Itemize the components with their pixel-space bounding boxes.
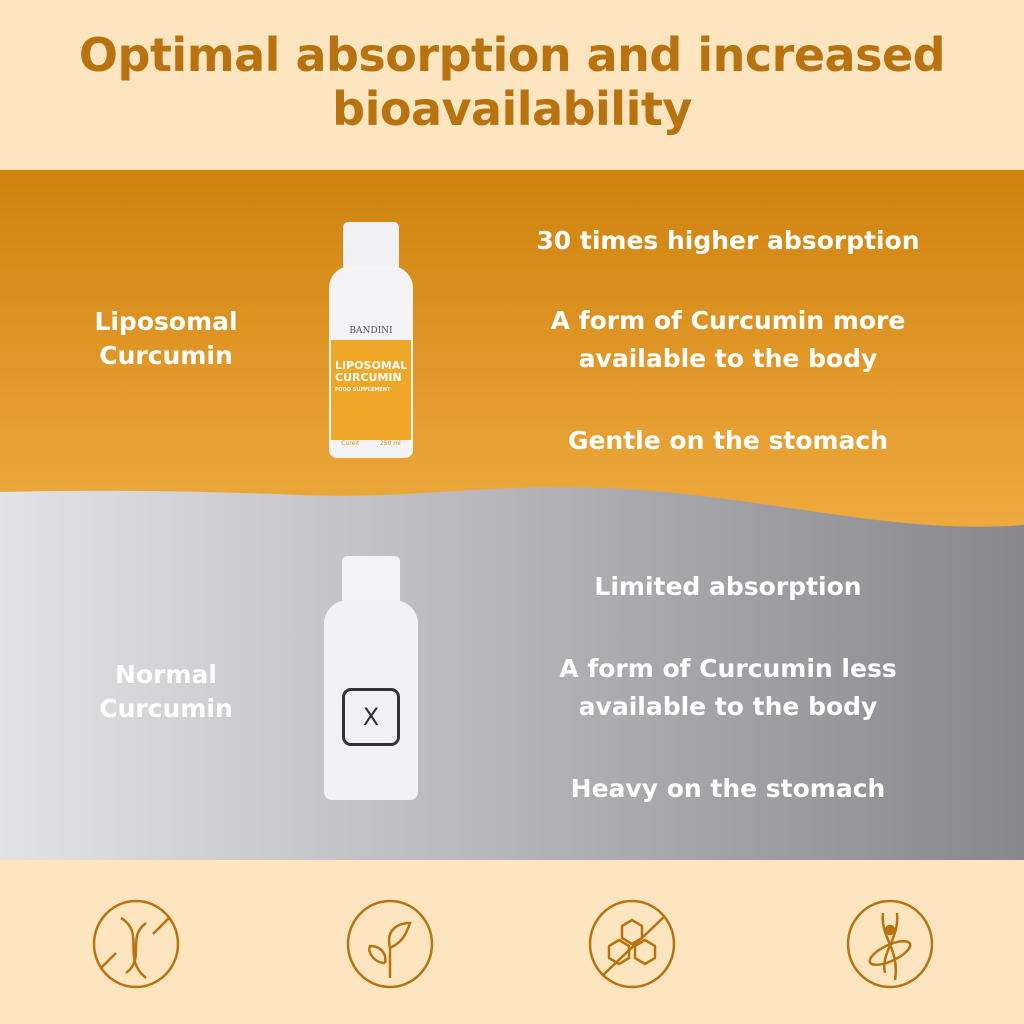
plant-based-icon xyxy=(346,899,434,989)
bottle-brand: BANDINI xyxy=(349,326,393,336)
normal-label: Normal Curcumin xyxy=(99,660,233,723)
x-mark: X xyxy=(342,688,400,746)
page-title: Optimal absorption and increased bioavai… xyxy=(78,28,946,136)
gmo-free-icon xyxy=(92,899,180,989)
normal-point: Heavy on the stomach xyxy=(570,774,886,803)
bottle-ingredient: Cureit xyxy=(341,440,360,447)
normal-band xyxy=(0,450,1024,860)
comparison-background xyxy=(0,170,1024,860)
normal-point: A form of Curcumin less available to the… xyxy=(559,654,897,721)
liposomal-point: Gentle on the stomach xyxy=(567,426,889,455)
bottle-name: CURCUMIN xyxy=(335,371,402,384)
bottle-subtitle: FOOD SUPPLEMENT xyxy=(335,387,391,393)
body-wellness-icon xyxy=(846,899,934,989)
liposomal-band xyxy=(0,170,1024,527)
normal-bottle-image: X xyxy=(322,556,420,800)
liposomal-point: A form of Curcumin more available to the… xyxy=(550,306,906,373)
normal-point: Limited absorption xyxy=(594,572,862,601)
liposomal-bottle-image: BANDINI LIPOSOMAL CURCUMIN FOOD SUPPLEME… xyxy=(325,222,417,458)
bottle-name: LIPOSOMAL xyxy=(335,359,408,372)
bottle-volume: 250 ml xyxy=(379,440,401,447)
liposomal-point: 30 times higher absorption xyxy=(536,226,920,255)
liposomal-label: Liposomal Curcumin xyxy=(94,307,238,370)
sugar-free-icon xyxy=(588,899,676,989)
